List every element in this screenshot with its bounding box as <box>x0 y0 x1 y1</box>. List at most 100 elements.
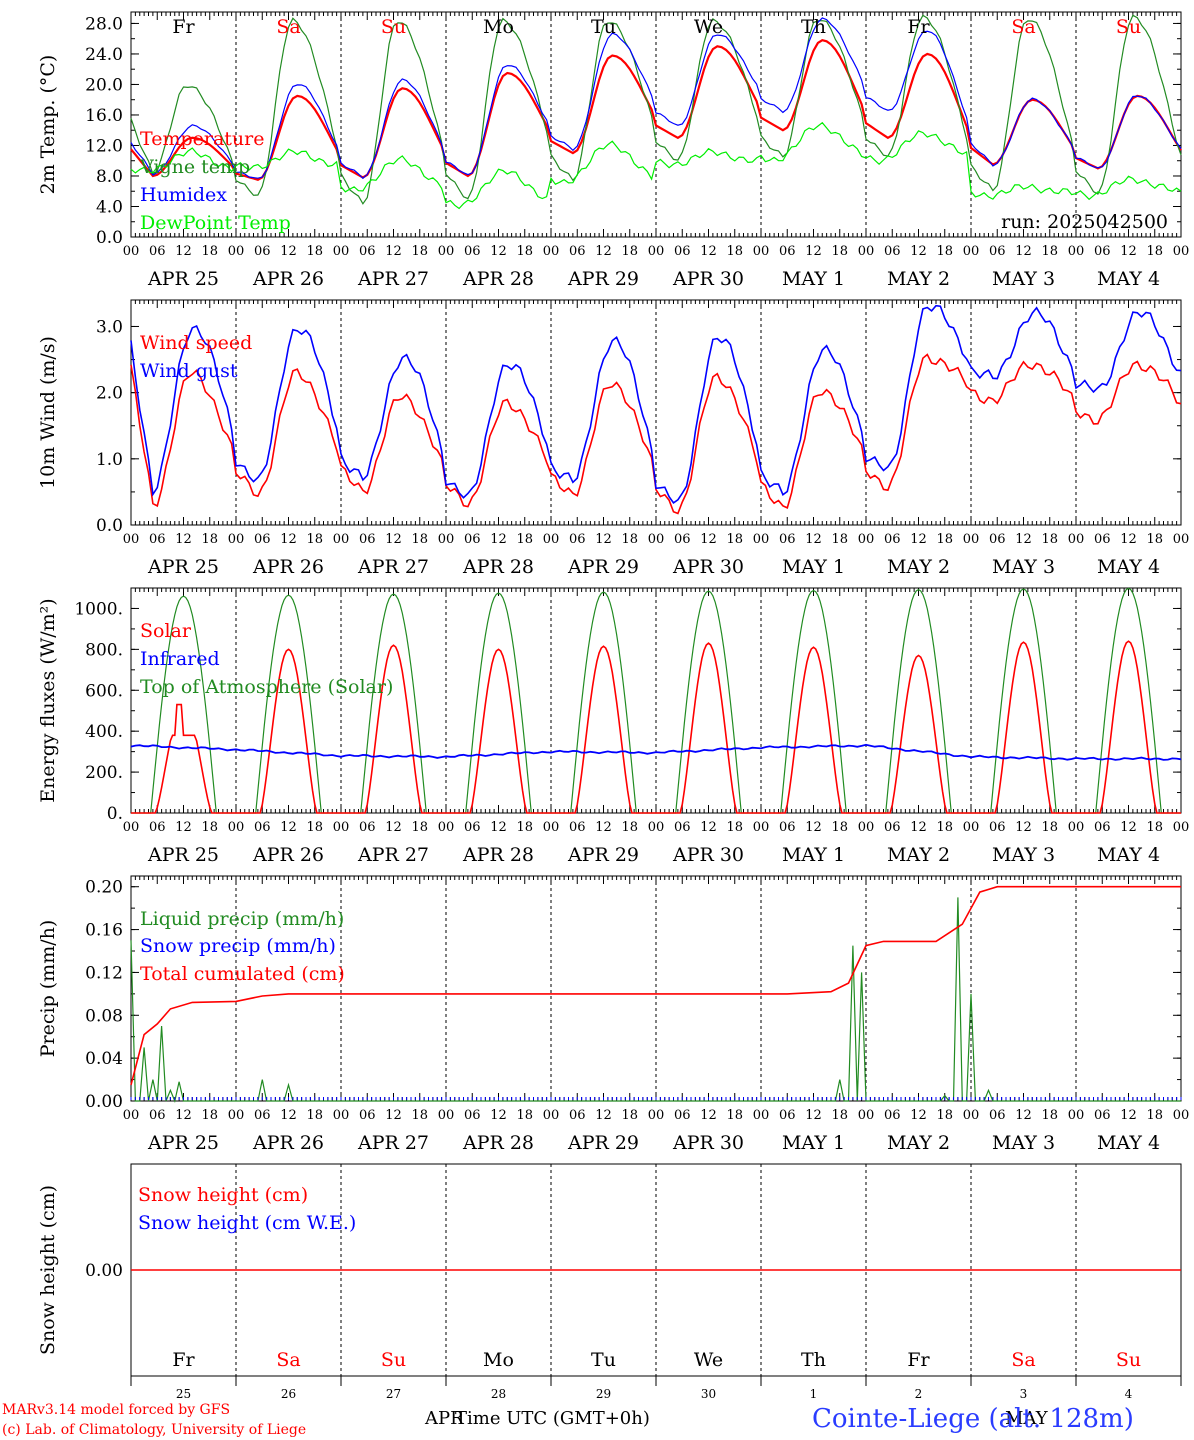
date-label: APR 25 <box>147 1132 219 1154</box>
footer-station: Cointe-Liege (alt. 128m) <box>812 1404 1134 1434</box>
hour-label: 18 <box>831 1108 848 1123</box>
hour-label: 12 <box>385 532 402 547</box>
legend-humidex: Humidex <box>140 184 227 206</box>
date-label: APR 29 <box>567 268 639 290</box>
date-label: APR 25 <box>147 844 219 866</box>
hour-label: 00 <box>963 1108 980 1123</box>
hour-label: 06 <box>254 532 271 547</box>
hour-label: 06 <box>254 1108 271 1123</box>
y-tick-label: 8.0 <box>96 167 123 187</box>
hour-label: 18 <box>306 244 323 259</box>
weekday-label: Su <box>381 16 406 38</box>
legend-vigne-temp: Vigne temp <box>139 156 250 178</box>
date-label: MAY 3 <box>992 556 1055 578</box>
date-label: APR 28 <box>462 268 534 290</box>
hour-label: 00 <box>228 1108 245 1123</box>
hour-label: 18 <box>306 532 323 547</box>
legend-snow-we: Snow height (cm W.E.) <box>138 1212 356 1234</box>
hour-label: 12 <box>700 244 717 259</box>
weekday-label: We <box>694 1349 723 1371</box>
hour-label: 18 <box>726 532 743 547</box>
y-tick-label: 0. <box>107 804 123 824</box>
wind-legend: Wind speed Wind gust <box>140 332 252 382</box>
hour-label: 06 <box>779 820 796 835</box>
date-label: APR 27 <box>357 844 429 866</box>
date-label: APR 27 <box>357 556 429 578</box>
hour-label: 18 <box>726 1108 743 1123</box>
hour-label: 12 <box>385 244 402 259</box>
hour-label: 18 <box>411 820 428 835</box>
footer-model: MARv3.14 model forced by GFS <box>2 1402 230 1418</box>
weekday-label: Sa <box>276 1349 300 1371</box>
date-label: APR 30 <box>672 844 744 866</box>
hour-label: 06 <box>359 532 376 547</box>
hour-label: 18 <box>936 532 953 547</box>
hour-label: 18 <box>621 532 638 547</box>
hour-label: 00 <box>963 820 980 835</box>
temp-legend: Temperature Vigne temp Humidex DewPoint … <box>139 128 1168 234</box>
hour-label: 00 <box>858 532 875 547</box>
energy-legend: Solar Infrared Top of Atmosphere (Solar) <box>140 620 393 698</box>
legend-wind-speed: Wind speed <box>140 332 252 354</box>
date-label: APR 30 <box>672 1132 744 1154</box>
date-label: MAY 2 <box>887 556 950 578</box>
day-number: 29 <box>596 1387 611 1401</box>
hour-label: 00 <box>648 244 665 259</box>
hour-label: 06 <box>149 244 166 259</box>
hour-label: 00 <box>543 532 560 547</box>
hour-label: 12 <box>490 244 507 259</box>
weekday-label: Su <box>381 1349 406 1371</box>
hour-label: 12 <box>700 532 717 547</box>
hour-label: 06 <box>149 820 166 835</box>
hour-label: 12 <box>280 532 297 547</box>
hour-label: 00 <box>648 1108 665 1123</box>
hour-label: 06 <box>464 532 481 547</box>
y-tick-label: 200. <box>85 763 123 783</box>
date-label: MAY 1 <box>782 1132 845 1154</box>
hour-label: 06 <box>569 244 586 259</box>
date-label: APR 29 <box>567 844 639 866</box>
date-label: MAY 4 <box>1097 1132 1160 1154</box>
hour-label: 00 <box>123 532 140 547</box>
hour-label: 06 <box>464 1108 481 1123</box>
weekday-label: Su <box>1116 1349 1141 1371</box>
date-label: APR 28 <box>462 556 534 578</box>
date-label: APR 27 <box>357 1132 429 1154</box>
hour-label: 06 <box>1094 244 1111 259</box>
footer-apr: APR <box>424 1408 464 1429</box>
legend-temperature: Temperature <box>140 128 264 150</box>
hour-label: 06 <box>254 244 271 259</box>
hour-label: 18 <box>306 820 323 835</box>
hour-label: 18 <box>516 1108 533 1123</box>
y-tick-label: 0.0 <box>96 516 123 536</box>
hour-label: 00 <box>333 244 350 259</box>
hour-label: 18 <box>1146 244 1163 259</box>
weekday-label: Fr <box>172 16 195 38</box>
hour-label: 06 <box>569 820 586 835</box>
y-tick-label: 0.08 <box>85 1006 123 1026</box>
date-label: MAY 2 <box>887 268 950 290</box>
hour-label: 00 <box>123 244 140 259</box>
hour-label: 12 <box>385 1108 402 1123</box>
hour-label: 18 <box>1041 244 1058 259</box>
hour-label: 00 <box>858 820 875 835</box>
hour-label: 00 <box>1173 820 1190 835</box>
day-number: 1 <box>810 1387 818 1401</box>
legend-toa: Top of Atmosphere (Solar) <box>140 676 393 698</box>
hour-label: 06 <box>674 820 691 835</box>
hour-label: 00 <box>1068 532 1085 547</box>
hour-label: 06 <box>1094 820 1111 835</box>
date-label: APR 26 <box>252 1132 324 1154</box>
date-label: APR 28 <box>462 844 534 866</box>
hour-label: 06 <box>149 532 166 547</box>
hour-label: 12 <box>595 244 612 259</box>
hour-label: 12 <box>910 532 927 547</box>
date-label: MAY 2 <box>887 844 950 866</box>
hour-label: 06 <box>359 244 376 259</box>
series-liquid-precip <box>130 897 1181 1103</box>
weekday-label: Su <box>1116 16 1141 38</box>
hour-label: 00 <box>333 820 350 835</box>
series-solar <box>131 640 1181 814</box>
hour-label: 00 <box>543 1108 560 1123</box>
hour-label: 06 <box>989 820 1006 835</box>
